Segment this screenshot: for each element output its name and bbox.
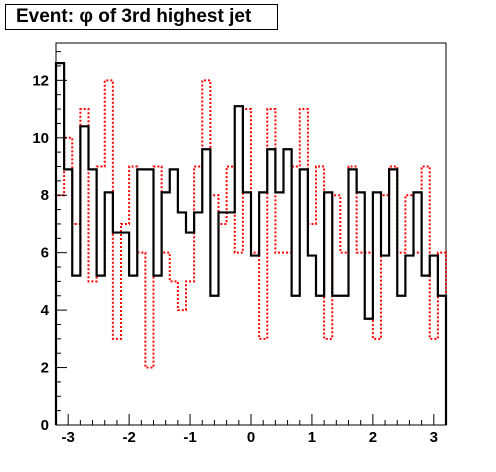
x-tick-label: -3 (62, 429, 75, 446)
x-tick-label: 3 (430, 429, 438, 446)
series-layer (54, 62, 448, 425)
y-tick-label: 8 (41, 187, 49, 204)
x-tick-label: -2 (122, 429, 135, 446)
chart-title: Event: φ of 3rd highest jet (5, 4, 278, 30)
x-tick-label: -1 (183, 429, 196, 446)
y-tick-label: 4 (41, 302, 50, 319)
histogram-series-0 (54, 62, 448, 425)
histogram-series-1 (55, 79, 447, 425)
y-tick-label: 0 (41, 417, 49, 434)
x-tick-label: 0 (247, 429, 255, 446)
x-tick-label: 1 (308, 429, 316, 446)
y-tick-label: 2 (41, 360, 49, 377)
x-tick-label: 2 (369, 429, 377, 446)
y-tick-label: 10 (32, 130, 49, 147)
y-tick-label: 12 (32, 72, 49, 89)
y-tick-label: 6 (41, 245, 49, 262)
